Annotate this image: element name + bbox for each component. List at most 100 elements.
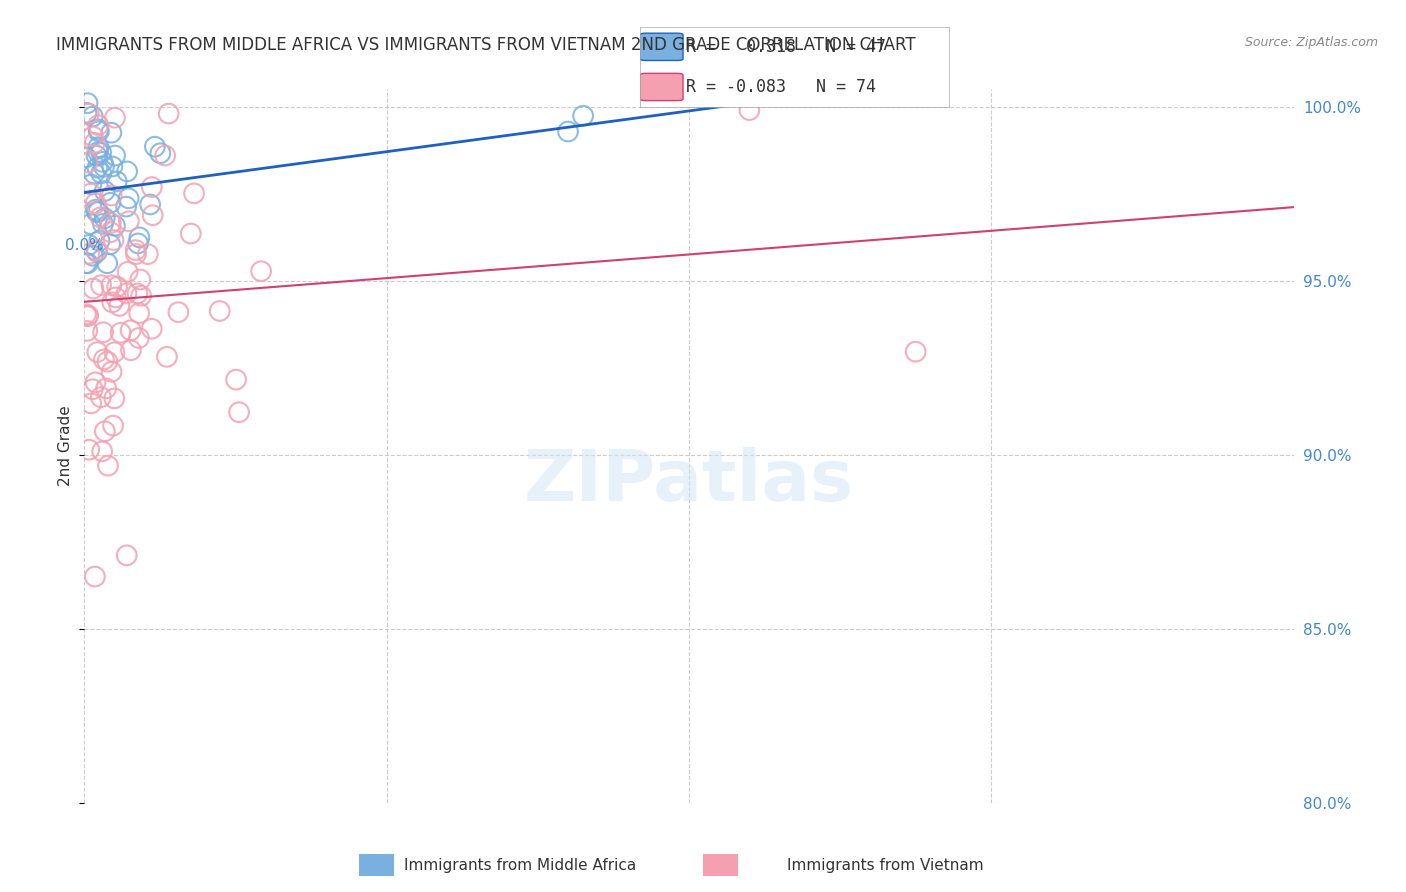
Point bbox=[115, 200, 138, 214]
Point bbox=[87, 145, 110, 159]
Point bbox=[115, 164, 138, 178]
Point bbox=[80, 396, 103, 410]
Point bbox=[125, 243, 148, 257]
Point bbox=[79, 217, 101, 231]
Text: Immigrants from Middle Africa: Immigrants from Middle Africa bbox=[404, 858, 637, 872]
Point bbox=[129, 289, 152, 303]
Point bbox=[77, 442, 100, 457]
Point bbox=[127, 286, 149, 301]
Point bbox=[100, 195, 122, 210]
Point bbox=[104, 290, 127, 304]
Point bbox=[87, 204, 110, 219]
Point bbox=[101, 160, 124, 174]
Point bbox=[103, 233, 125, 247]
Point bbox=[86, 204, 108, 219]
Point bbox=[76, 105, 98, 120]
Point bbox=[80, 178, 103, 192]
Point bbox=[84, 569, 107, 583]
Point bbox=[250, 264, 273, 278]
Point bbox=[128, 331, 150, 345]
Point bbox=[142, 208, 165, 222]
Point bbox=[98, 237, 121, 252]
Point bbox=[208, 304, 231, 318]
Point bbox=[90, 390, 112, 404]
Point bbox=[86, 244, 108, 258]
Point bbox=[79, 186, 101, 201]
Point bbox=[128, 306, 150, 320]
Text: R =   0.318   N = 47: R = 0.318 N = 47 bbox=[686, 37, 886, 56]
Point bbox=[180, 227, 202, 241]
Point bbox=[94, 211, 117, 226]
Point bbox=[100, 216, 122, 230]
Point bbox=[82, 249, 104, 263]
Point bbox=[82, 110, 104, 124]
Point bbox=[75, 256, 97, 270]
Point bbox=[156, 350, 179, 364]
Point bbox=[100, 365, 122, 379]
Point bbox=[77, 106, 100, 120]
Point bbox=[157, 106, 180, 120]
Text: Source: ZipAtlas.com: Source: ZipAtlas.com bbox=[1244, 36, 1378, 49]
Point bbox=[104, 111, 127, 125]
Point bbox=[120, 343, 142, 358]
Point bbox=[118, 214, 141, 228]
Point bbox=[83, 136, 105, 150]
Point bbox=[75, 307, 97, 321]
Point bbox=[117, 265, 139, 279]
Point bbox=[228, 405, 250, 419]
Point bbox=[77, 247, 100, 261]
Point bbox=[100, 126, 122, 140]
Point bbox=[120, 323, 142, 337]
Point bbox=[110, 326, 132, 340]
Point bbox=[108, 299, 131, 313]
FancyBboxPatch shape bbox=[640, 73, 683, 101]
Text: 0.0%: 0.0% bbox=[65, 237, 104, 252]
Point bbox=[572, 109, 595, 123]
Point bbox=[100, 225, 122, 239]
Point bbox=[77, 309, 100, 323]
Point bbox=[76, 309, 98, 323]
Point bbox=[77, 238, 100, 252]
Point bbox=[738, 103, 761, 117]
Point bbox=[904, 344, 927, 359]
Point bbox=[90, 166, 112, 180]
Point bbox=[76, 256, 98, 270]
Point bbox=[96, 354, 118, 368]
Point bbox=[94, 425, 117, 439]
Point bbox=[100, 278, 122, 293]
Text: ZIPatlas: ZIPatlas bbox=[524, 447, 853, 516]
Y-axis label: 2nd Grade: 2nd Grade bbox=[58, 406, 73, 486]
Point bbox=[86, 161, 108, 175]
Point bbox=[225, 373, 247, 387]
Point bbox=[115, 549, 138, 563]
Point bbox=[117, 191, 139, 205]
Point bbox=[115, 286, 138, 301]
Point bbox=[89, 234, 111, 248]
Point bbox=[104, 219, 127, 233]
Point bbox=[129, 272, 152, 286]
Point bbox=[94, 381, 117, 395]
Point bbox=[101, 418, 124, 433]
Point bbox=[167, 305, 190, 319]
Point bbox=[93, 160, 115, 174]
Point bbox=[105, 174, 128, 188]
Point bbox=[87, 122, 110, 136]
Point bbox=[100, 188, 122, 202]
Point bbox=[86, 345, 108, 359]
Point bbox=[101, 295, 124, 310]
Point bbox=[96, 256, 118, 270]
Text: R = -0.083   N = 74: R = -0.083 N = 74 bbox=[686, 78, 876, 96]
Point bbox=[153, 148, 176, 162]
Point bbox=[84, 196, 107, 211]
Point bbox=[82, 382, 104, 396]
Point bbox=[91, 325, 114, 339]
Point bbox=[83, 166, 105, 180]
Point bbox=[84, 202, 107, 217]
Point bbox=[104, 148, 127, 162]
Point bbox=[76, 155, 98, 169]
Point bbox=[86, 149, 108, 163]
Point bbox=[141, 322, 163, 336]
Point bbox=[76, 96, 98, 111]
Point bbox=[86, 244, 108, 259]
Point bbox=[90, 278, 112, 293]
